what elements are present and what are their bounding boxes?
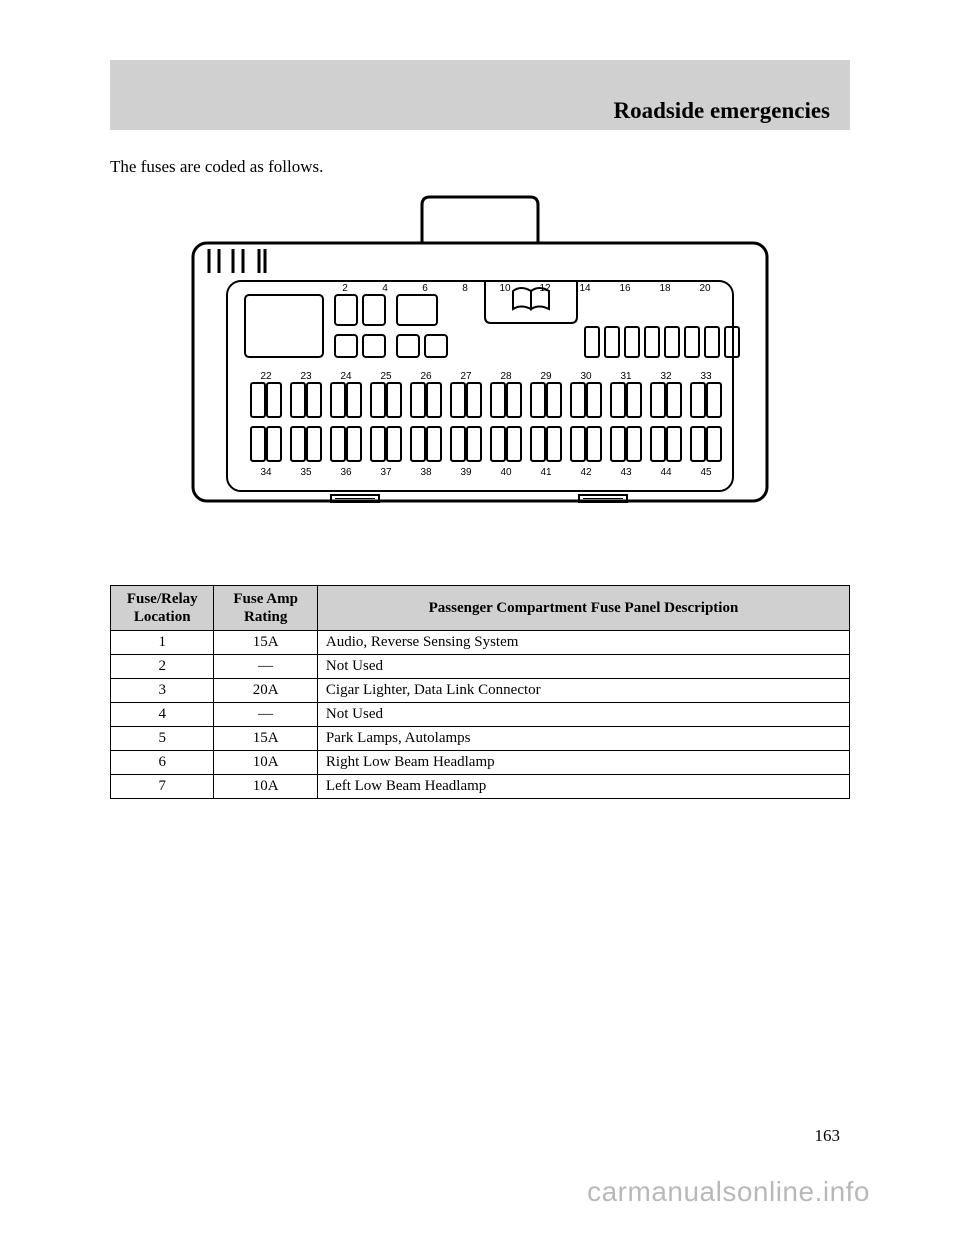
- table-row: 2—Not Used: [111, 654, 850, 678]
- svg-text:27: 27: [460, 371, 472, 382]
- cell-location: 3: [111, 678, 214, 702]
- fusebox-diagram: 2468101214161820 22232425262728293031323…: [185, 195, 775, 555]
- cell-desc: Not Used: [317, 654, 849, 678]
- col-rating: Fuse Amp Rating: [214, 585, 317, 630]
- svg-text:10: 10: [499, 283, 511, 294]
- fuse-table-head: Fuse/Relay Location Fuse Amp Rating Pass…: [111, 585, 850, 630]
- cell-location: 1: [111, 630, 214, 654]
- svg-text:23: 23: [300, 371, 312, 382]
- svg-text:34: 34: [260, 467, 272, 478]
- svg-text:37: 37: [380, 467, 392, 478]
- fusebox-diagram-wrap: 2468101214161820 22232425262728293031323…: [110, 195, 850, 555]
- section-title: Roadside emergencies: [613, 98, 830, 124]
- svg-text:35: 35: [300, 467, 312, 478]
- intro-paragraph: The fuses are coded as follows.: [110, 156, 850, 179]
- svg-text:28: 28: [500, 371, 512, 382]
- svg-text:44: 44: [660, 467, 672, 478]
- manual-page: Roadside emergencies The fuses are coded…: [0, 0, 960, 1242]
- svg-text:26: 26: [420, 371, 432, 382]
- col-desc: Passenger Compartment Fuse Panel Descrip…: [317, 585, 849, 630]
- table-row: 710ALeft Low Beam Headlamp: [111, 774, 850, 798]
- cell-location: 6: [111, 750, 214, 774]
- svg-text:25: 25: [380, 371, 392, 382]
- cell-location: 4: [111, 702, 214, 726]
- cell-rating: —: [214, 702, 317, 726]
- svg-text:29: 29: [540, 371, 552, 382]
- table-row: 610ARight Low Beam Headlamp: [111, 750, 850, 774]
- cell-desc: Park Lamps, Autolamps: [317, 726, 849, 750]
- svg-text:43: 43: [620, 467, 632, 478]
- cell-location: 7: [111, 774, 214, 798]
- table-row: 4—Not Used: [111, 702, 850, 726]
- svg-text:32: 32: [660, 371, 672, 382]
- svg-text:36: 36: [340, 467, 352, 478]
- svg-text:30: 30: [580, 371, 592, 382]
- svg-text:8: 8: [462, 283, 468, 294]
- svg-text:14: 14: [579, 283, 591, 294]
- cell-desc: Left Low Beam Headlamp: [317, 774, 849, 798]
- table-row: 515APark Lamps, Autolamps: [111, 726, 850, 750]
- cell-rating: 20A: [214, 678, 317, 702]
- cell-desc: Not Used: [317, 702, 849, 726]
- cell-location: 2: [111, 654, 214, 678]
- svg-text:16: 16: [619, 283, 631, 294]
- svg-text:24: 24: [340, 371, 352, 382]
- table-row: 115AAudio, Reverse Sensing System: [111, 630, 850, 654]
- svg-text:38: 38: [420, 467, 432, 478]
- svg-text:12: 12: [539, 283, 551, 294]
- svg-text:45: 45: [700, 467, 712, 478]
- cell-rating: 15A: [214, 726, 317, 750]
- cell-desc: Cigar Lighter, Data Link Connector: [317, 678, 849, 702]
- svg-text:40: 40: [500, 467, 512, 478]
- svg-text:41: 41: [540, 467, 552, 478]
- section-header: Roadside emergencies: [110, 60, 850, 130]
- svg-text:31: 31: [620, 371, 632, 382]
- svg-text:33: 33: [700, 371, 712, 382]
- table-row: 320ACigar Lighter, Data Link Connector: [111, 678, 850, 702]
- svg-text:6: 6: [422, 283, 428, 294]
- cell-rating: 10A: [214, 750, 317, 774]
- watermark: carmanualsonline.info: [587, 1176, 870, 1208]
- svg-text:42: 42: [580, 467, 592, 478]
- cell-rating: 15A: [214, 630, 317, 654]
- svg-text:39: 39: [460, 467, 472, 478]
- svg-text:20: 20: [699, 283, 711, 294]
- cell-rating: 10A: [214, 774, 317, 798]
- cell-desc: Audio, Reverse Sensing System: [317, 630, 849, 654]
- fuse-table-body: 115AAudio, Reverse Sensing System2—Not U…: [111, 630, 850, 798]
- cell-desc: Right Low Beam Headlamp: [317, 750, 849, 774]
- svg-text:18: 18: [659, 283, 671, 294]
- svg-text:2: 2: [342, 283, 348, 294]
- col-location: Fuse/Relay Location: [111, 585, 214, 630]
- svg-text:4: 4: [382, 283, 388, 294]
- cell-location: 5: [111, 726, 214, 750]
- fuse-table: Fuse/Relay Location Fuse Amp Rating Pass…: [110, 585, 850, 799]
- svg-text:22: 22: [260, 371, 272, 382]
- page-number: 163: [815, 1126, 841, 1146]
- cell-rating: —: [214, 654, 317, 678]
